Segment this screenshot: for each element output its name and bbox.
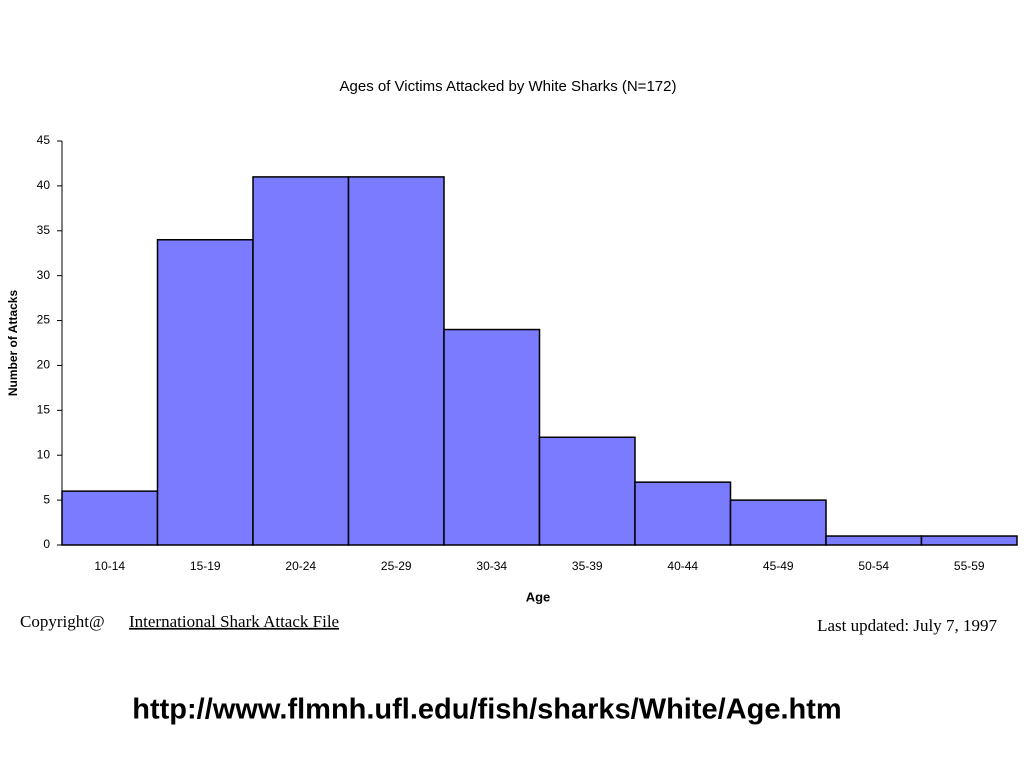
x-tick-label: 20-24 (285, 559, 316, 573)
bar (61, 490, 159, 546)
y-tick-label: 40 (37, 178, 51, 192)
x-tick-label: 30-34 (476, 559, 507, 573)
x-tick-label: 50-54 (858, 559, 889, 573)
last-updated: Last updated: July 7, 1997 (817, 616, 997, 635)
source-link[interactable]: International Shark Attack File (129, 612, 339, 631)
bar (729, 499, 827, 546)
y-tick-label: 30 (37, 268, 51, 282)
bar (920, 535, 1018, 546)
bar (634, 481, 732, 546)
x-tick-label: 40-44 (667, 559, 698, 573)
y-tick-label: 45 (37, 133, 51, 147)
y-tick-label: 20 (37, 358, 51, 372)
x-tick-label: 55-59 (954, 559, 985, 573)
y-tick-label: 10 (37, 447, 51, 461)
bar (825, 535, 923, 546)
chart-title: Ages of Victims Attacked by White Sharks… (340, 78, 677, 95)
bar (443, 328, 541, 546)
x-axis-label: Age (526, 589, 551, 604)
bar (156, 239, 254, 546)
x-tick-label: 25-29 (381, 559, 412, 573)
y-tick-label: 0 (43, 537, 50, 551)
y-tick-label: 35 (37, 223, 51, 237)
source-url: http://www.flmnh.ufl.edu/fish/sharks/Whi… (132, 694, 841, 726)
x-tick-label: 15-19 (190, 559, 221, 573)
x-tick-label: 35-39 (572, 559, 603, 573)
y-tick-label: 5 (43, 492, 50, 506)
y-tick-label: 15 (37, 403, 51, 417)
x-tick-label: 10-14 (94, 559, 125, 573)
bar (347, 176, 445, 546)
x-tick-label: 45-49 (763, 559, 794, 573)
copyright: Copyright@ (20, 612, 105, 631)
y-axis-label: Number of Attacks (6, 290, 20, 397)
y-tick-label: 25 (37, 313, 51, 327)
bar (538, 436, 636, 546)
bar (252, 176, 350, 546)
